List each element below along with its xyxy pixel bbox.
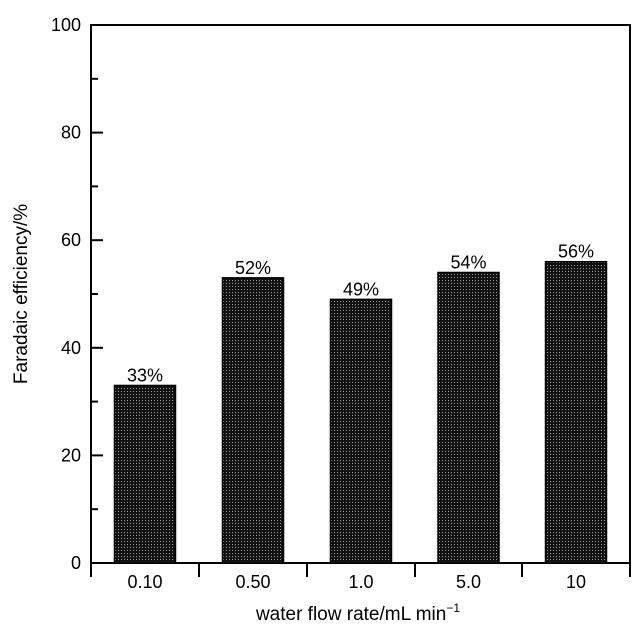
x-axis-label-text: water flow rate/mL min (255, 604, 446, 625)
y-tick-label-4: 80 (61, 123, 81, 143)
bar-4 (546, 262, 607, 563)
x-axis-label: water flow rate/mL min−1 (255, 601, 460, 625)
data-label-4: 56% (558, 242, 594, 262)
data-label-2: 49% (343, 279, 379, 299)
y-axis-label: Faradaic efficiency/% (11, 204, 32, 384)
y-axis-ticks: 0 20 40 60 80 100 (51, 15, 103, 573)
x-tick-label-3: 5.0 (456, 572, 481, 592)
x-tick-label-0: 0.10 (127, 572, 162, 592)
x-tick-label-4: 10 (566, 572, 586, 592)
bar-1 (223, 278, 284, 563)
bar-3 (438, 272, 499, 563)
data-label-1: 52% (235, 258, 271, 278)
x-tick-label-2: 1.0 (348, 572, 373, 592)
bars-group (115, 262, 607, 563)
y-tick-label-3: 60 (61, 230, 81, 250)
x-tick-label-1: 0.50 (235, 572, 270, 592)
data-label-0: 33% (127, 365, 163, 385)
x-axis-ticks: 0.10 0.50 1.0 5.0 10 (91, 563, 630, 592)
y-tick-label-0: 0 (71, 553, 81, 573)
y-tick-label-1: 20 (61, 445, 81, 465)
bar-2 (331, 299, 392, 563)
bar-0 (115, 385, 176, 563)
x-axis-label-superscript: −1 (446, 601, 460, 615)
y-tick-label-5: 100 (51, 15, 81, 35)
data-label-3: 54% (450, 252, 486, 272)
y-tick-label-2: 40 (61, 338, 81, 358)
